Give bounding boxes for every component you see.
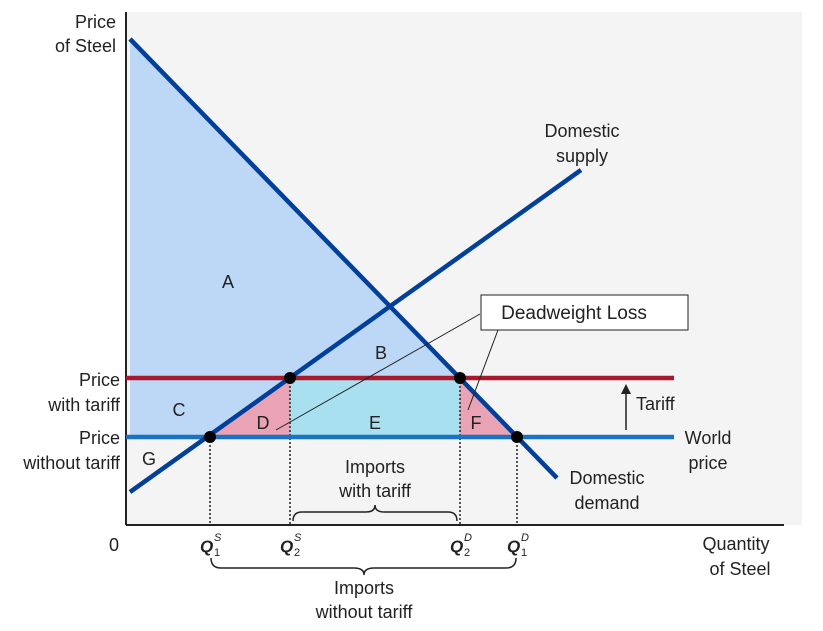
point-q1d <box>511 431 523 443</box>
area-a-label: A <box>222 272 234 292</box>
price-without-tariff-2: without tariff <box>22 453 121 473</box>
world-price-label-2: price <box>688 453 727 473</box>
q2s-label: Q S 2 <box>280 532 302 559</box>
supply-label-1: Domestic <box>544 121 619 141</box>
dwl-pointer-d <box>275 313 481 431</box>
price-without-tariff-1: Price <box>79 428 120 448</box>
imports-without-tariff-1: Imports <box>334 578 394 598</box>
q2d-label: Q D 2 <box>450 532 472 559</box>
q1d-label: Q D 1 <box>507 532 529 559</box>
q1s-sup: S <box>214 532 222 544</box>
price-with-tariff-1: Price <box>79 370 120 390</box>
area-f-label: F <box>471 413 482 433</box>
q1s-sub: 1 <box>214 547 220 559</box>
q1d-letter: Q <box>507 537 520 556</box>
imports-without-tariff-2: without tariff <box>315 602 414 622</box>
q2d-letter: Q <box>450 537 463 556</box>
q1s-label: Q S 1 <box>200 532 222 559</box>
demand-label-1: Domestic <box>569 468 644 488</box>
brace-imports-with-tariff <box>292 504 458 522</box>
tariff-label: Tariff <box>636 394 676 414</box>
x-axis-title-1: Quantity <box>702 534 769 554</box>
x-axis-title-2: of Steel <box>709 559 770 579</box>
area-c-label: C <box>173 400 186 420</box>
q2d-sub: 2 <box>464 547 470 559</box>
area-g-label: G <box>142 449 156 469</box>
imports-with-tariff-2: with tariff <box>338 481 412 501</box>
q1s-letter: Q <box>200 537 213 556</box>
q2s-letter: Q <box>280 537 293 556</box>
area-e-label: E <box>369 413 381 433</box>
tariff-arrowhead <box>621 384 631 394</box>
brace-imports-without-tariff <box>210 557 517 576</box>
supply-label-2: supply <box>556 146 608 166</box>
y-axis-title-1: Price <box>75 12 116 32</box>
q2s-sup: S <box>294 532 302 544</box>
dwl-label: Deadweight Loss <box>501 303 647 324</box>
area-d-label: D <box>257 413 270 433</box>
dwl-box <box>480 294 689 331</box>
imports-with-tariff-1: Imports <box>345 457 405 477</box>
demand-curve <box>128 37 559 480</box>
price-with-tariff-2: with tariff <box>47 395 121 415</box>
dwl-pointer-f <box>467 329 499 411</box>
q2d-sup: D <box>464 532 472 544</box>
q2s-sub: 2 <box>294 547 300 559</box>
area-b-label: B <box>375 343 387 363</box>
origin-label: 0 <box>109 535 119 555</box>
world-price-label-1: World <box>685 428 732 448</box>
y-axis-title-2: of Steel <box>55 36 116 56</box>
point-q2d <box>454 372 466 384</box>
q1d-sub: 1 <box>521 547 527 559</box>
demand-label-2: demand <box>574 493 639 513</box>
area-e-region <box>290 378 460 437</box>
q1d-sup: D <box>521 532 529 544</box>
point-q2s <box>284 372 296 384</box>
point-q1s <box>204 431 216 443</box>
